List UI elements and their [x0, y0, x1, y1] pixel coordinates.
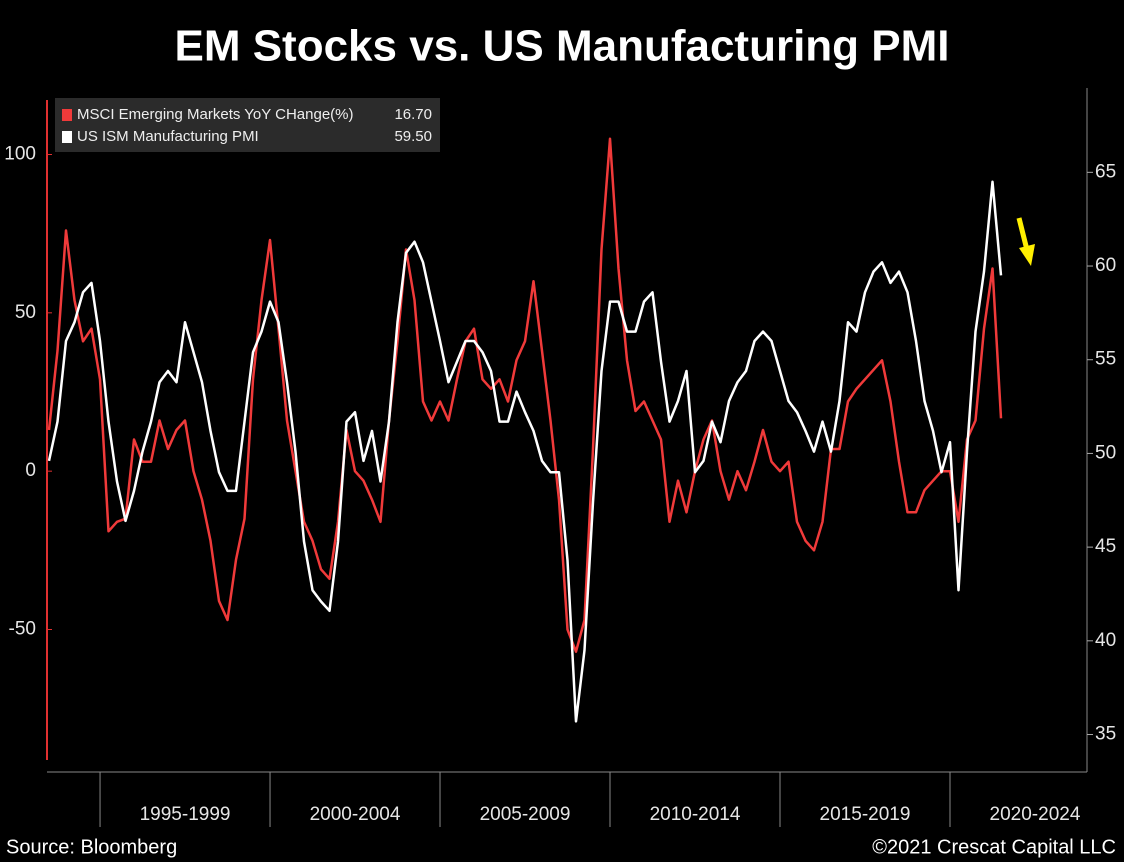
legend-box [55, 98, 440, 152]
y2-tick-label: 35 [1095, 724, 1116, 745]
x-tick-label: 2000-2004 [310, 804, 401, 825]
legend-swatch [62, 131, 72, 143]
y-tick-label: 0 [25, 460, 36, 481]
legend-value: 59.50 [394, 128, 432, 145]
y-tick-label: 100 [4, 144, 36, 165]
legend-swatch [62, 109, 72, 121]
arrow-shaft [1016, 217, 1030, 251]
y2-tick-label: 55 [1095, 349, 1116, 370]
y2-tick-label: 65 [1095, 161, 1116, 182]
y2-tick-label: 50 [1095, 442, 1116, 463]
series-line [47, 180, 1003, 723]
annotation-arrow [1016, 217, 1035, 266]
arrow-head [1019, 244, 1035, 266]
source: Source: Bloomberg [6, 836, 177, 858]
plot-area [47, 137, 1003, 723]
x-tick-label: 2015-2019 [820, 804, 911, 825]
y-tick-label: -50 [9, 619, 36, 640]
x-tick-label: 1995-1999 [140, 804, 231, 825]
legend-value: 16.70 [394, 106, 432, 123]
x-tick-label: 2010-2014 [650, 804, 741, 825]
legend: MSCI Emerging Markets YoY CHange(%) 16.70… [62, 106, 432, 145]
y2-tick-label: 40 [1095, 630, 1116, 651]
y2-tick-label: 45 [1095, 536, 1116, 557]
y2-tick-label: 60 [1095, 255, 1116, 276]
chart-title: EM Stocks vs. US Manufacturing PMI [174, 22, 949, 71]
y-tick-label: 50 [15, 302, 36, 323]
x-tick-label: 2020-2024 [990, 804, 1081, 825]
x-tick-label: 2005-2009 [480, 804, 571, 825]
copyright: ©2021 Crescat Capital LLC [872, 836, 1116, 858]
legend-label: MSCI Emerging Markets YoY CHange(%) [77, 106, 354, 123]
series-line [47, 137, 1003, 653]
legend-label: US ISM Manufacturing PMI [77, 128, 259, 145]
